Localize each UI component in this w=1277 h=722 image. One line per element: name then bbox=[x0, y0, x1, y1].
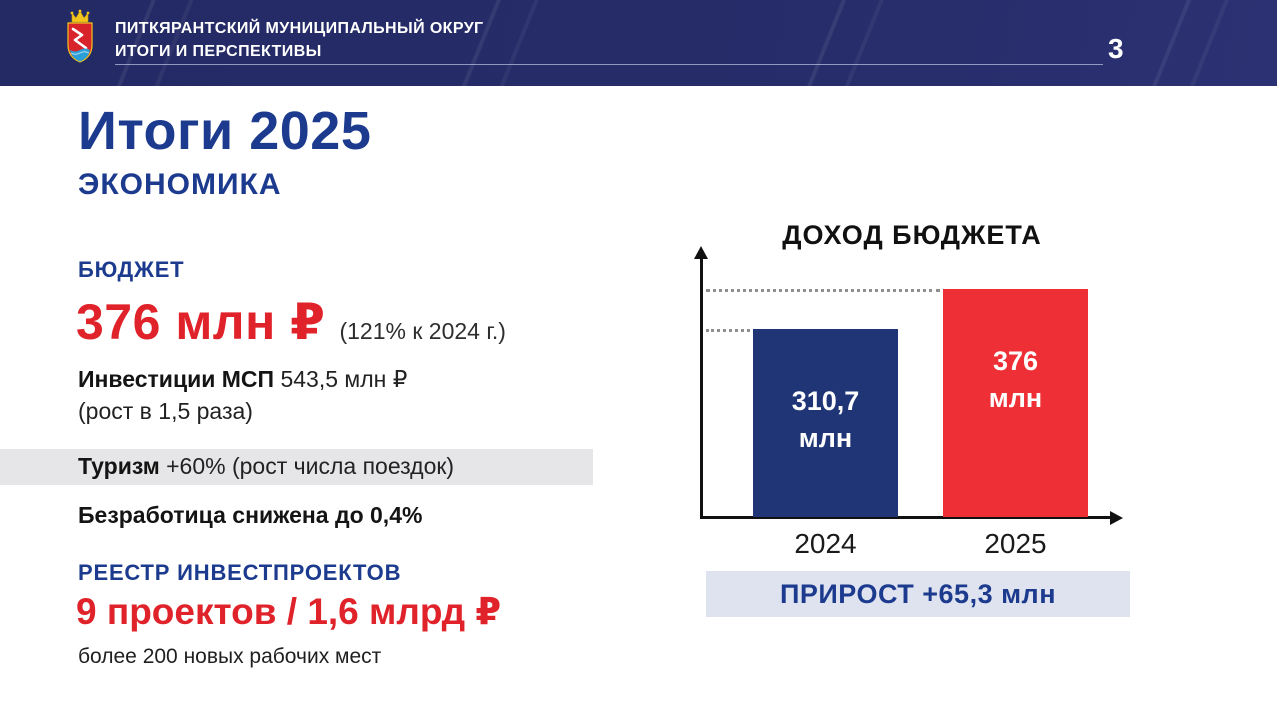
y-axis bbox=[700, 258, 703, 519]
chart-title: ДОХОД БЮДЖЕТА bbox=[782, 220, 1042, 250]
y-axis-arrow-icon bbox=[694, 246, 708, 259]
bar-2025-value-label: 376 bbox=[992, 346, 1039, 376]
msp-investments-line: Инвестиции МСП 543,5 млн ₽ bbox=[78, 366, 407, 393]
growth-annotation-band: ПРИРОСТ +65,3 млн bbox=[706, 571, 1130, 617]
x-tick-2025: 2025 bbox=[984, 528, 1047, 559]
bar-2024: 310,7 млн bbox=[753, 329, 898, 517]
unemployment-line: Безработица снижена до 0,4% bbox=[78, 502, 423, 528]
bar-2025: 376 млн bbox=[943, 289, 1088, 517]
msp-value: 543,5 млн ₽ bbox=[274, 366, 408, 392]
budget-value: 376 млн ₽ bbox=[76, 294, 326, 350]
bar-2025-unit-label: млн bbox=[988, 383, 1043, 413]
registry-section-label: РЕЕСТР ИНВЕСТПРОЕКТОВ bbox=[78, 560, 402, 585]
tourism-highlight-band bbox=[0, 449, 593, 485]
page-number: 3 bbox=[1108, 33, 1124, 64]
coat-of-arms-icon bbox=[67, 9, 93, 63]
bar-2024-unit-label: млн bbox=[798, 423, 853, 453]
header-divider bbox=[115, 64, 1103, 65]
tourism-label: Туризм bbox=[78, 453, 160, 479]
msp-note: (рост в 1,5 раза) bbox=[78, 398, 253, 424]
slide-title: Итоги 2025 bbox=[78, 101, 372, 161]
slide-header: ПИТКЯРАНТСКИЙ МУНИЦИПАЛЬНЫЙ ОКРУГ ИТОГИ … bbox=[0, 0, 1277, 86]
budget-section-label: БЮДЖЕТ bbox=[78, 257, 185, 282]
slide-subtitle: ЭКОНОМИКА bbox=[78, 168, 282, 201]
bar-2024-value-label: 310,7 bbox=[791, 386, 860, 416]
header-subtitle: ИТОГИ И ПЕРСПЕКТИВЫ bbox=[115, 43, 322, 60]
dotted-guide-2024 bbox=[706, 329, 750, 332]
x-axis bbox=[700, 516, 1112, 519]
registry-note: более 200 новых рабочих мест bbox=[78, 645, 382, 668]
budget-row: 376 млн ₽ (121% к 2024 г.) bbox=[76, 293, 636, 351]
msp-label: Инвестиции МСП bbox=[78, 366, 275, 392]
registry-value: 9 проектов / 1,6 млрд ₽ bbox=[76, 591, 502, 632]
tourism-value: +60% (рост числа поездок) bbox=[159, 453, 455, 479]
org-name: ПИТКЯРАНТСКИЙ МУНИЦИПАЛЬНЫЙ ОКРУГ bbox=[115, 20, 484, 37]
growth-annotation-text: ПРИРОСТ +65,3 млн bbox=[779, 578, 1057, 609]
budget-note: (121% к 2024 г.) bbox=[339, 318, 506, 344]
x-axis-arrow-icon bbox=[1110, 511, 1123, 525]
tourism-line: Туризм +60% (рост числа поездок) bbox=[78, 453, 454, 480]
x-tick-2024: 2024 bbox=[794, 528, 857, 559]
dotted-guide-2025 bbox=[706, 289, 940, 292]
